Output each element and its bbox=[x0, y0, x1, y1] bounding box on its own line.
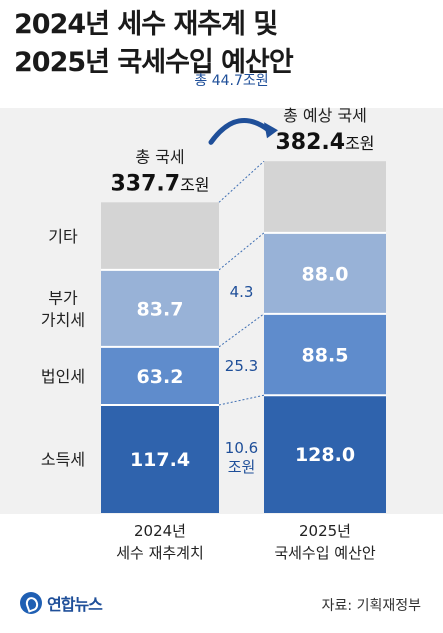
source-note: 자료: 기획재정부 bbox=[321, 598, 421, 614]
bar-2-value-2: 88.5 bbox=[302, 345, 349, 367]
bar-2-segment-2 bbox=[264, 313, 386, 396]
increase-arrow bbox=[208, 118, 273, 145]
series-name-2: 법인세 bbox=[41, 367, 85, 386]
title-line-2: 2025년 국세수입 예산안 bbox=[14, 47, 294, 78]
category-label-2-line-1: 2025년 bbox=[299, 522, 351, 540]
page-title: 2024년 세수 재추계 및 2025년 국세수입 예산안 bbox=[14, 6, 294, 82]
bar-2-value-3: 88.0 bbox=[302, 263, 349, 285]
connector-line-3 bbox=[218, 232, 265, 271]
series-name-3-line-1: 부가 bbox=[48, 288, 78, 307]
total-number-2: 382.4 bbox=[275, 130, 345, 155]
difference-1-line-1: 10.6 bbox=[225, 439, 258, 457]
bar-1-value-2: 63.2 bbox=[137, 366, 184, 388]
yonhap-logo-icon bbox=[20, 592, 42, 614]
series-name-1: 소득세 bbox=[41, 450, 85, 469]
logo-text: 연합뉴스 bbox=[47, 595, 103, 614]
category-label-2-line-2: 국세수입 예산안 bbox=[274, 544, 376, 562]
series-name-3-line-2: 가치세 bbox=[41, 310, 85, 329]
total-value-1: 337.7조원 bbox=[110, 171, 209, 196]
yonhap-logo: 연합뉴스 bbox=[20, 590, 103, 616]
bar-2-segment-3 bbox=[264, 232, 386, 314]
difference-1-line-2: 조원 bbox=[228, 458, 256, 476]
bar-2-value-1: 128.0 bbox=[295, 444, 355, 466]
series-name-4: 기타 bbox=[48, 227, 78, 246]
category-label-1-line-2: 세수 재추계치 bbox=[116, 544, 204, 562]
increase-arrow-head-icon bbox=[264, 122, 278, 139]
title-line-1: 2024년 세수 재추계 및 bbox=[14, 9, 278, 40]
bar-1-segment-2 bbox=[101, 346, 219, 405]
bar-1-value-1: 117.4 bbox=[130, 449, 190, 471]
bar-1-segment-4 bbox=[101, 202, 219, 270]
connector-line-1 bbox=[218, 394, 265, 406]
category-label-1-line-1: 2024년 bbox=[134, 522, 186, 540]
connector-line-4 bbox=[218, 160, 265, 203]
total-increase-label: 총 44.7조원 bbox=[194, 73, 268, 89]
connector-line-2 bbox=[218, 313, 265, 348]
difference-3: 4.3 bbox=[230, 283, 254, 301]
total-unit-1: 조원 bbox=[180, 175, 209, 194]
bar-2-segment-1 bbox=[264, 395, 386, 513]
total-unit-2: 조원 bbox=[345, 134, 374, 153]
bar-1-value-3: 83.7 bbox=[137, 298, 184, 320]
total-number-1: 337.7 bbox=[110, 171, 180, 196]
total-caption-1: 총 국세 bbox=[135, 147, 184, 166]
total-value-2: 382.4조원 bbox=[275, 130, 374, 155]
bar-1-segment-3 bbox=[101, 269, 219, 347]
difference-2: 25.3 bbox=[225, 357, 258, 375]
bar-1-segment-1 bbox=[101, 404, 219, 513]
total-caption-2: 총 예상 국세 bbox=[283, 106, 367, 125]
bar-2-segment-4 bbox=[264, 161, 386, 233]
